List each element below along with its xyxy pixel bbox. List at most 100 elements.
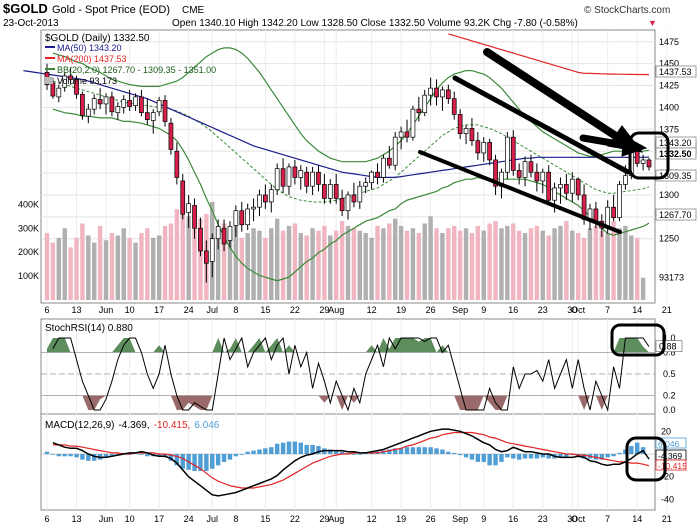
down-arrow-icon: ▼	[648, 18, 657, 28]
macd-histogram-bar	[599, 454, 604, 460]
macd-histogram-bar	[357, 454, 363, 455]
candle-body	[322, 184, 327, 199]
volume-bar	[292, 223, 298, 300]
x-tick-label: 7	[605, 305, 610, 315]
candle-body	[286, 166, 292, 187]
bb-mid-line	[52, 80, 650, 203]
candle-body	[546, 171, 552, 201]
volume-bar	[457, 230, 463, 300]
stoch-tick-label: 0.0	[663, 405, 676, 415]
macd-histogram-bar	[546, 454, 551, 459]
volume-bar	[280, 230, 286, 300]
price-tick-label: 1375	[659, 124, 679, 134]
macd-histogram-bar	[487, 454, 492, 466]
volume-bar	[215, 228, 221, 300]
macd-histogram-bar	[452, 452, 457, 454]
macd-histogram-bar	[310, 444, 315, 454]
price-tag: 1267.70	[659, 210, 692, 220]
volume-bar	[452, 225, 457, 300]
macd-histogram-bar	[62, 454, 67, 457]
candle-body	[575, 178, 581, 196]
candle-body	[91, 98, 97, 110]
macd-histogram-bar	[463, 454, 469, 458]
macd-tag-box	[655, 437, 687, 449]
macd-histogram-bar	[481, 454, 486, 462]
x-tick-label: 24	[184, 514, 194, 524]
volume-bar	[416, 233, 422, 300]
candle-body	[139, 96, 144, 114]
volume-bar	[369, 237, 374, 300]
x-tick-label: 12	[367, 514, 377, 524]
candle-body	[422, 94, 428, 114]
candle-body	[363, 182, 369, 187]
volume-bar	[233, 225, 239, 300]
candle-body	[144, 112, 150, 121]
macd-histogram-bar	[286, 441, 292, 454]
volume-bar	[463, 228, 469, 300]
price-tag: 1309.35	[659, 171, 692, 181]
macd-histogram-bar	[86, 454, 91, 461]
macd-histogram-bar	[422, 447, 427, 454]
volume-bar	[269, 228, 274, 300]
macd-histogram-bar	[457, 454, 463, 456]
volume-bar	[145, 228, 150, 300]
candle-body	[445, 89, 451, 100]
price-tick-label: 1450	[659, 59, 679, 69]
candle-body	[263, 194, 268, 203]
candle-body	[245, 208, 251, 226]
macd-histogram-bar	[92, 454, 97, 461]
x-tick-label: 14	[632, 305, 642, 315]
macd-signal-line	[52, 431, 650, 489]
volume-bar	[92, 242, 97, 300]
candle-body	[434, 87, 439, 98]
macd-histogram-bar	[558, 454, 563, 458]
candle-body	[357, 185, 363, 203]
price-tick-label: 1300	[659, 190, 679, 200]
x-tick-label: 26	[426, 305, 436, 315]
candle-body	[558, 184, 563, 189]
price-tag-box	[655, 65, 697, 78]
volume-bar	[180, 199, 185, 300]
candle-body	[310, 171, 315, 187]
volume-bar	[333, 230, 339, 300]
stochrsi-line	[52, 336, 650, 412]
stoch-tick-label: 1.0	[663, 333, 676, 343]
volume-bar	[286, 225, 292, 300]
candle-body	[410, 108, 416, 138]
candle-body	[339, 198, 345, 212]
macd-histogram-bar	[428, 447, 433, 454]
volume-bar	[316, 230, 321, 300]
volume-bar	[310, 228, 315, 300]
candle-body	[233, 210, 239, 226]
candle-body	[463, 128, 469, 135]
volume-bar	[156, 235, 162, 300]
candle-body	[50, 82, 56, 97]
macd-tick-label: 20	[661, 426, 671, 436]
x-tick-label: Sep	[452, 514, 468, 524]
macd-tick-label: -20	[661, 472, 674, 482]
volume-bar	[44, 233, 50, 300]
candle-body	[640, 159, 646, 164]
macd-histogram-bar	[180, 454, 185, 469]
volume-bar	[357, 230, 363, 300]
macd-histogram-bar	[221, 454, 227, 462]
macd-histogram-bar	[475, 454, 481, 462]
x-tick-label: 16	[508, 305, 518, 315]
volume-bar	[428, 216, 433, 300]
x-tick-label: Jun	[99, 305, 114, 315]
volume-bar	[56, 237, 62, 300]
macd-histogram-bar	[251, 450, 256, 454]
stoch-last-tag: 0.88	[659, 342, 677, 352]
volume-bar	[611, 221, 616, 300]
volume-bar	[575, 233, 581, 300]
highlight-box-stoch	[610, 323, 666, 357]
legend-volume: Volume 93,173	[57, 76, 117, 86]
volume-bar	[387, 223, 392, 300]
x-tick-label: 16	[508, 514, 518, 524]
volume-bar	[62, 228, 67, 300]
x-tick-label: 22	[290, 514, 300, 524]
volume-bar	[139, 233, 144, 300]
x-tick-label: 13	[72, 514, 82, 524]
candle-body	[552, 187, 557, 201]
